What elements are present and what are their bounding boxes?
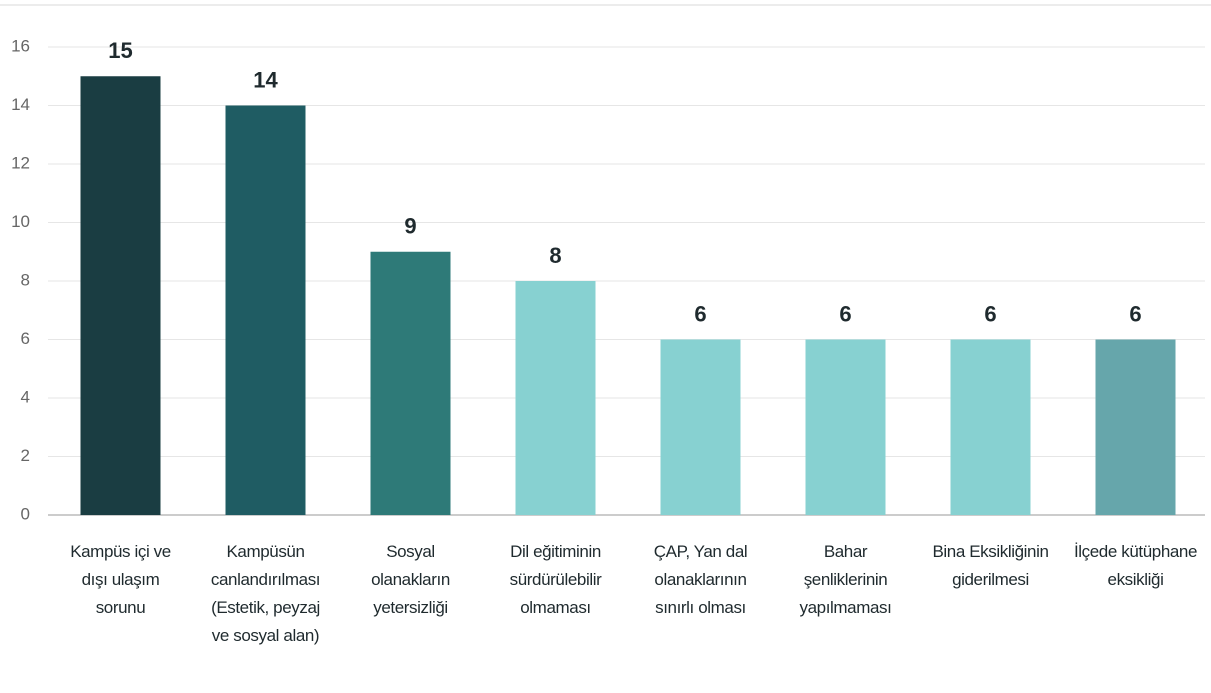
y-tick-label: 16 xyxy=(11,36,30,55)
bar xyxy=(80,76,161,515)
bar xyxy=(225,105,306,515)
x-tick-label: ÇAP, Yan dal olanaklarının sınırlı olmas… xyxy=(653,542,748,617)
bar xyxy=(1095,339,1176,515)
value-label: 14 xyxy=(253,67,278,92)
value-label: 6 xyxy=(1129,301,1141,326)
bar xyxy=(805,339,886,515)
y-tick-label: 12 xyxy=(11,153,30,172)
x-tick-label: Dil eğitiminin sürdürülebilir olmaması xyxy=(509,542,602,617)
y-tick-label: 2 xyxy=(21,446,30,465)
value-label: 6 xyxy=(984,301,996,326)
y-tick-label: 4 xyxy=(21,387,30,406)
y-tick-label: 14 xyxy=(11,95,30,114)
value-label: 15 xyxy=(108,38,132,63)
bar xyxy=(950,339,1031,515)
value-label: 8 xyxy=(549,243,561,268)
bar xyxy=(660,339,741,515)
x-tick-label: Bahar şenliklerinin yapılmaması xyxy=(799,542,892,617)
value-label: 9 xyxy=(404,214,416,239)
x-tick-label: Kampüsün canlandırılması (Estetik, peyza… xyxy=(210,542,321,645)
y-tick-label: 6 xyxy=(21,329,30,348)
value-label: 6 xyxy=(694,301,706,326)
y-tick-label: 10 xyxy=(11,212,30,231)
x-tick-label: Kampüs içi ve dışı ulaşım sorunu xyxy=(70,542,171,617)
y-tick-label: 0 xyxy=(21,504,30,523)
value-label: 6 xyxy=(839,301,851,326)
x-tick-label: İlçede kütüphane eksikliği xyxy=(1073,542,1198,589)
y-tick-label: 8 xyxy=(21,270,30,289)
x-tick-label: Sosyal olanakların yetersizliği xyxy=(371,542,450,617)
bar xyxy=(515,281,596,515)
x-tick-label: Bina Eksikliğinin giderilmesi xyxy=(932,542,1049,589)
bar xyxy=(370,251,451,515)
